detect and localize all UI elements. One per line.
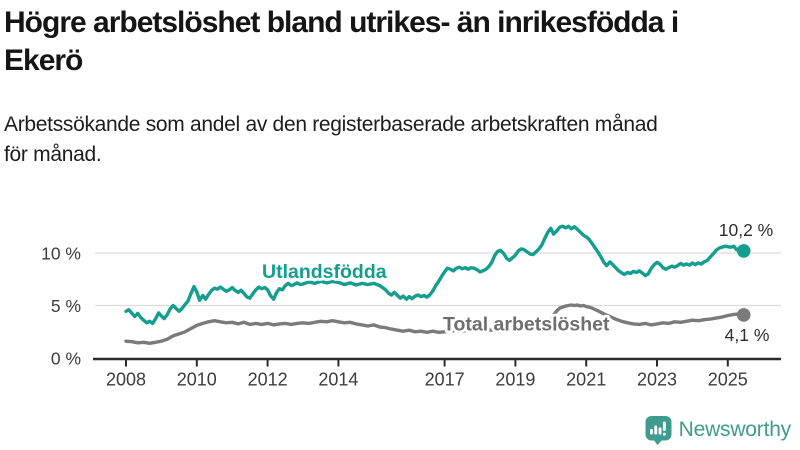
y-axis-tick-label: 10 % (41, 244, 81, 264)
title-line-1: Högre arbetslöshet bland utrikes- än inr… (4, 6, 679, 39)
series-line-total-arbetsl-shet (124, 303, 746, 345)
x-axis-tick-label: 2019 (495, 370, 535, 390)
series-end-value-label: 4,1 % (725, 325, 770, 345)
x-axis-tick-label: 2023 (637, 370, 677, 390)
series-label-total-arbetsloshet: Total arbetslöshet (443, 314, 610, 336)
x-axis-tick-label: 2021 (566, 370, 606, 390)
series-end-dot (736, 244, 751, 258)
newsworthy-branding: Newsworthy (645, 415, 791, 445)
page-title: Högre arbetslöshet bland utrikes- än inr… (4, 4, 796, 79)
subtitle-line-1: Arbetssökande som andel av den registerb… (4, 113, 658, 136)
subtitle-line-2: för månad. (4, 143, 102, 167)
chart-subtitle: Arbetssökande som andel av den registerb… (4, 110, 796, 170)
series-label-utlandsfodda: Utlandsfödda (262, 261, 387, 283)
x-axis-tick-label: 2025 (708, 370, 748, 390)
y-axis-tick-label: 5 % (51, 296, 81, 316)
brand-name: Newsworthy (678, 418, 792, 441)
series-end-value-label: 10,2 % (719, 220, 773, 240)
x-axis-tick-label: 2008 (106, 370, 146, 390)
x-axis-tick-label: 2012 (248, 370, 288, 390)
x-axis-tick-label: 2017 (425, 370, 465, 390)
y-axis-tick-label: 0 % (51, 349, 81, 369)
series-end-dot (736, 308, 751, 322)
newsworthy-logo-icon (645, 416, 672, 445)
x-axis-tick-label: 2010 (177, 370, 217, 390)
x-axis-tick-label: 2014 (318, 370, 358, 390)
series-line-utlandsf-dda (124, 224, 746, 326)
title-line-2: Ekerö (4, 43, 83, 77)
